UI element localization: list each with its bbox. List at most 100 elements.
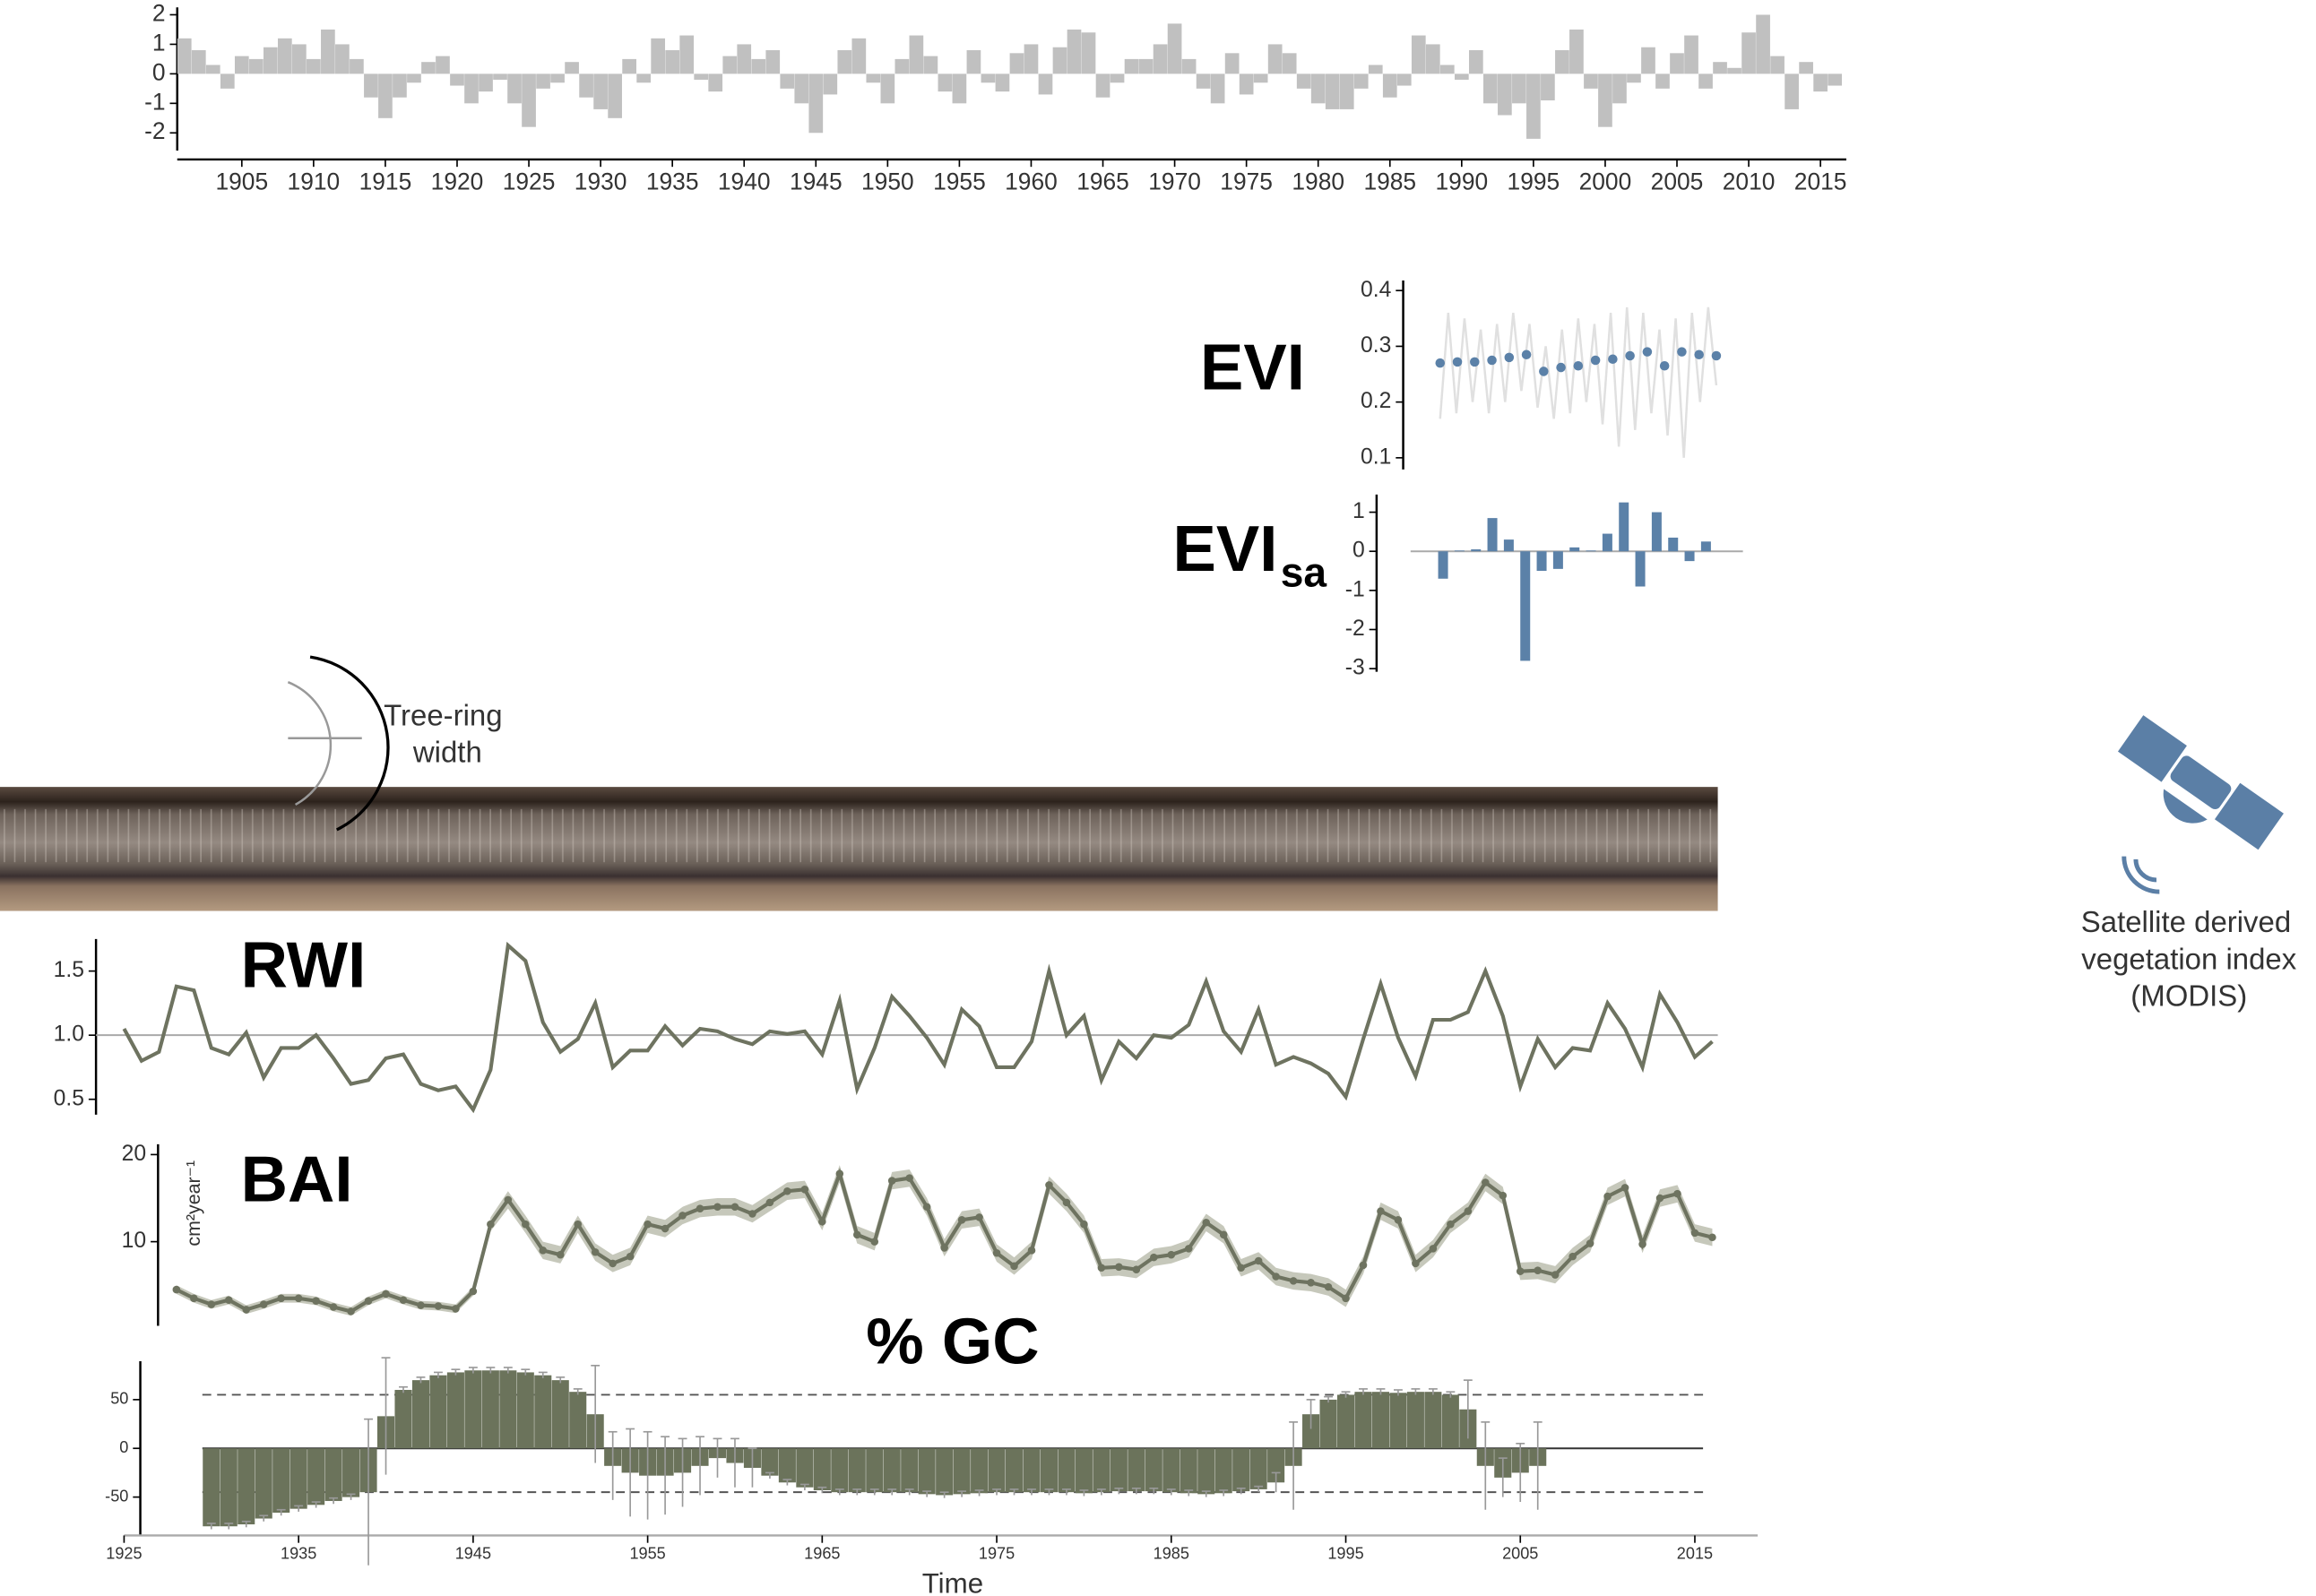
point: [713, 1203, 722, 1212]
bar: [1145, 1448, 1162, 1492]
bar: [936, 1448, 954, 1496]
bar: [837, 50, 852, 74]
bar: [1454, 550, 1465, 552]
bar: [918, 1448, 936, 1495]
x-tick-label: 1910: [288, 168, 341, 194]
bar: [1627, 73, 1641, 83]
point: [748, 1210, 756, 1218]
bar: [1253, 73, 1268, 83]
x-tick-label: 2010: [1723, 168, 1776, 194]
bar: [191, 50, 206, 74]
bar: [1024, 44, 1039, 74]
bar: [1411, 35, 1426, 74]
y-tick-label: -50: [105, 1487, 128, 1505]
bar: [823, 73, 838, 95]
y-tick-label: -1: [1345, 577, 1365, 601]
y-tick-label: 1: [1352, 499, 1365, 523]
bar: [1756, 14, 1770, 74]
bar: [1635, 551, 1646, 587]
bar: [1684, 551, 1695, 562]
x-tick-label: 1980: [1292, 168, 1344, 194]
bar: [565, 62, 579, 74]
bar: [851, 38, 867, 74]
point: [1045, 1181, 1053, 1189]
bar: [1569, 547, 1580, 552]
bar: [694, 73, 709, 80]
point: [1568, 1252, 1577, 1261]
bar: [272, 1448, 290, 1514]
bar: [321, 29, 335, 74]
bar: [953, 1448, 971, 1495]
bar: [1124, 58, 1139, 74]
point: [905, 1174, 913, 1182]
x-tick-label: 1955: [629, 1545, 665, 1563]
core-rings: [0, 808, 1718, 863]
bar: [1081, 32, 1096, 74]
x-tick-label: 1935: [281, 1545, 316, 1563]
bar: [378, 73, 393, 118]
point: [800, 1186, 809, 1194]
bar: [651, 38, 666, 74]
bar: [765, 50, 781, 74]
bar: [679, 35, 695, 74]
y-tick-label: 1.5: [54, 958, 84, 982]
bar: [1371, 1392, 1390, 1449]
point: [277, 1294, 285, 1303]
bar: [516, 1372, 534, 1449]
point: [1487, 355, 1497, 366]
point: [1097, 1264, 1106, 1272]
bar: [1439, 65, 1455, 74]
point: [1394, 1216, 1403, 1224]
bar: [1267, 44, 1283, 74]
bar: [450, 73, 464, 86]
bar: [1471, 549, 1482, 552]
point: [1027, 1247, 1036, 1255]
bar: [1232, 1448, 1250, 1492]
bar: [1655, 73, 1670, 89]
point: [504, 1195, 513, 1204]
bar: [1424, 1392, 1442, 1449]
bar: [1354, 1392, 1372, 1449]
chart-title: EVI: [1172, 513, 1277, 585]
bar: [636, 73, 651, 83]
point: [1447, 1220, 1455, 1229]
point: [1608, 354, 1618, 365]
bar: [1162, 1448, 1180, 1493]
error-band: [176, 1165, 1713, 1316]
bar: [1210, 73, 1225, 104]
point: [1132, 1265, 1141, 1273]
bar: [1668, 537, 1679, 552]
point: [1690, 1229, 1699, 1238]
point: [1150, 1253, 1158, 1262]
bar: [1651, 512, 1662, 552]
bar: [796, 1448, 814, 1488]
bar: [1684, 35, 1698, 74]
point: [1184, 1245, 1193, 1253]
bar: [407, 73, 421, 83]
y-tick-label: 50: [110, 1390, 128, 1408]
point: [992, 1248, 1001, 1257]
bar: [1058, 1448, 1076, 1493]
bar: [966, 50, 981, 74]
bar: [1641, 47, 1655, 74]
bar: [1487, 518, 1498, 552]
x-tick-label: 1955: [933, 168, 986, 194]
bar: [479, 73, 493, 92]
bar: [335, 44, 350, 74]
bar: [1282, 53, 1297, 74]
chart-title: % GC: [866, 1306, 1039, 1378]
bar: [1224, 53, 1240, 74]
point: [1673, 1189, 1681, 1198]
x-tick-label: 1965: [804, 1545, 840, 1563]
bar: [481, 1370, 499, 1449]
bar: [1368, 65, 1383, 74]
bar: [1536, 551, 1547, 572]
bar: [1727, 67, 1741, 74]
point: [172, 1285, 181, 1294]
bar: [429, 1375, 447, 1449]
bar: [464, 1370, 482, 1449]
bar: [234, 56, 249, 74]
bar: [324, 1448, 342, 1501]
bar: [1828, 73, 1842, 86]
x-tick-label: 1990: [1436, 168, 1489, 194]
